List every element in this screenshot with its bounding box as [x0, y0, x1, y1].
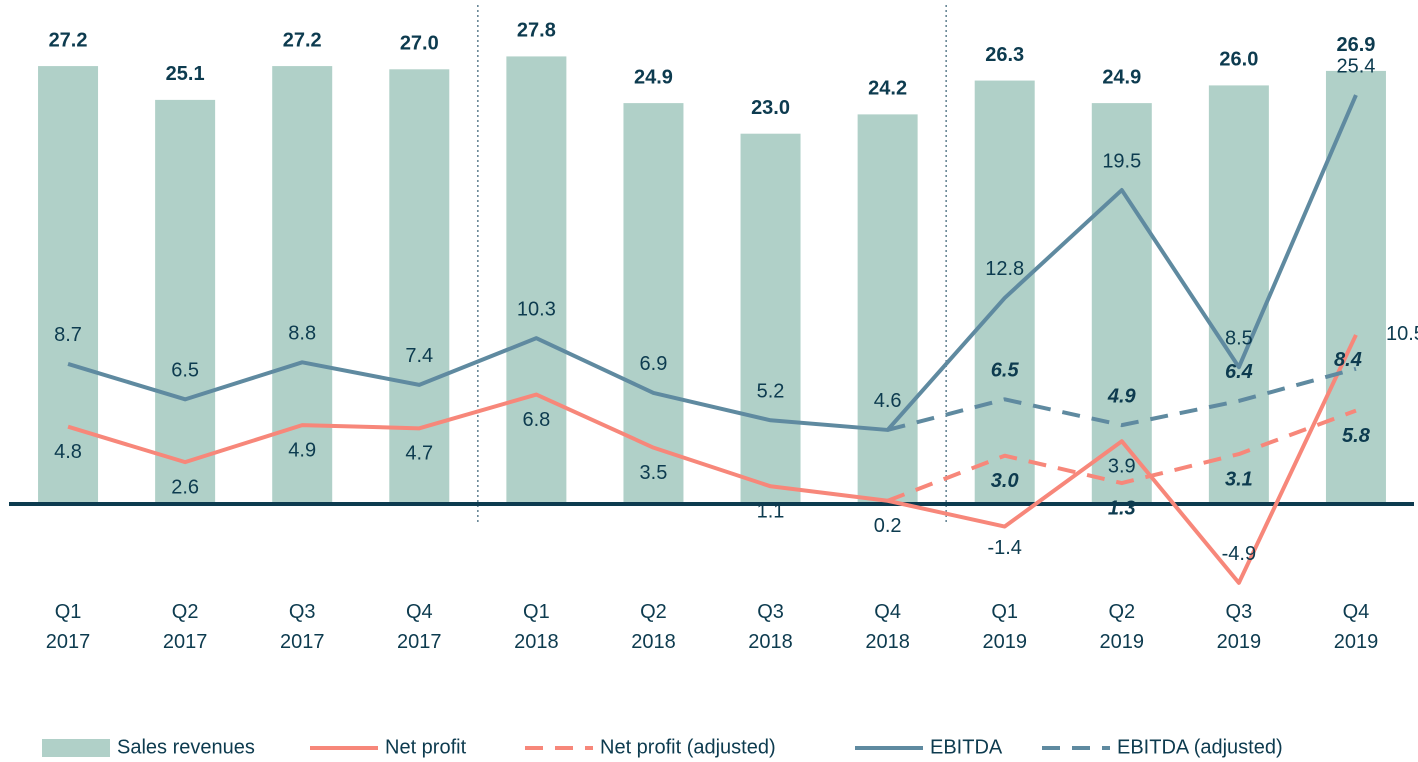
line-value-label: 4.6	[874, 390, 902, 412]
bar	[740, 133, 801, 504]
bar-value-label: 27.2	[283, 29, 322, 51]
bar	[857, 114, 918, 504]
legend-label: Net profit (adjusted)	[600, 736, 776, 758]
line-value-label: 6.4	[1225, 361, 1253, 383]
legend-swatch	[42, 739, 110, 757]
line-value-label: 8.5	[1225, 327, 1253, 349]
bar-value-label: 24.9	[1102, 66, 1141, 88]
line-value-label: 12.8	[985, 258, 1024, 280]
x-tick-label: Q1 2017	[45, 601, 91, 653]
line-value-label: -4.9	[1222, 543, 1256, 565]
line-value-label: 25.4	[1336, 55, 1375, 77]
line-value-label: 8.4	[1334, 349, 1362, 371]
line	[886, 408, 1357, 503]
line-value-label: 2.6	[171, 476, 199, 498]
line-value-label: 4.7	[405, 443, 433, 465]
bar-value-label: 24.9	[634, 66, 673, 88]
line-value-label: 6.5	[171, 360, 199, 382]
legend-label: EBITDA	[930, 736, 1003, 758]
legend-label: Net profit	[385, 736, 467, 758]
bar-value-label: 27.8	[517, 20, 556, 42]
line-value-label: 3.9	[1108, 455, 1136, 477]
x-tick-label: Q4 2018	[865, 601, 910, 653]
bar	[155, 99, 216, 504]
bar-value-label: 23.0	[751, 97, 790, 119]
x-tick-label: Q3 2018	[748, 601, 793, 653]
line-value-label: 10.3	[517, 298, 556, 320]
line-value-label: 1.3	[1108, 497, 1136, 519]
line-value-label: 6.8	[522, 409, 550, 431]
x-tick-label: Q3 2019	[1216, 601, 1262, 653]
line-value-label: 7.4	[405, 345, 433, 367]
line	[67, 334, 1358, 585]
bar-value-label: 25.1	[166, 63, 205, 85]
legend-label: Sales revenues	[117, 736, 255, 758]
line-value-label: 5.8	[1342, 425, 1371, 447]
line-value-label: -1.4	[987, 537, 1021, 559]
bar-value-label: 24.2	[868, 78, 907, 100]
bar-value-label: 27.0	[400, 33, 439, 55]
line	[67, 94, 1358, 432]
line-value-label: 5.2	[757, 381, 785, 403]
line	[887, 366, 1357, 432]
bar	[1091, 103, 1152, 505]
bar-value-label: 26.3	[985, 44, 1024, 66]
x-tick-label: Q4 2017	[397, 601, 442, 653]
bar-value-label: 26.0	[1219, 49, 1258, 71]
x-tick-label: Q2 2018	[631, 601, 676, 653]
bar	[506, 56, 567, 505]
x-tick-label: Q1 2018	[514, 601, 559, 653]
bar	[38, 66, 99, 504]
line-value-label: 4.8	[54, 441, 82, 463]
bar-value-label: 27.2	[49, 29, 88, 51]
line-value-label: 3.0	[991, 470, 1019, 492]
x-tick-label: Q1 2019	[982, 601, 1027, 653]
bar	[974, 80, 1035, 504]
line-value-label: 4.9	[1107, 385, 1137, 407]
line-value-label: 3.5	[640, 462, 668, 484]
bar	[623, 103, 684, 505]
line-value-label: 0.2	[874, 515, 902, 537]
bar	[1208, 85, 1269, 505]
bar-value-label: 26.9	[1336, 34, 1375, 56]
line-value-label: 1.1	[757, 501, 785, 523]
line-value-label: 3.1	[1225, 468, 1253, 490]
line-value-label: 19.5	[1102, 150, 1141, 172]
x-tick-label: Q3 2017	[279, 601, 325, 653]
line-value-label: 8.7	[54, 324, 82, 346]
line-value-label: 6.9	[640, 353, 668, 375]
legend-label: EBITDA (adjusted)	[1117, 736, 1283, 758]
x-tick-label: Q4 2019	[1333, 601, 1379, 653]
bar	[272, 66, 333, 504]
line-value-label: 8.8	[288, 323, 316, 345]
bar	[389, 69, 450, 505]
x-tick-label: Q2 2017	[162, 601, 208, 653]
x-tick-label: Q2 2019	[1099, 601, 1145, 653]
line-value-label: 6.5	[991, 360, 1020, 382]
line-value-label: 4.9	[288, 439, 316, 461]
line-value-label: 10.5	[1386, 323, 1418, 345]
